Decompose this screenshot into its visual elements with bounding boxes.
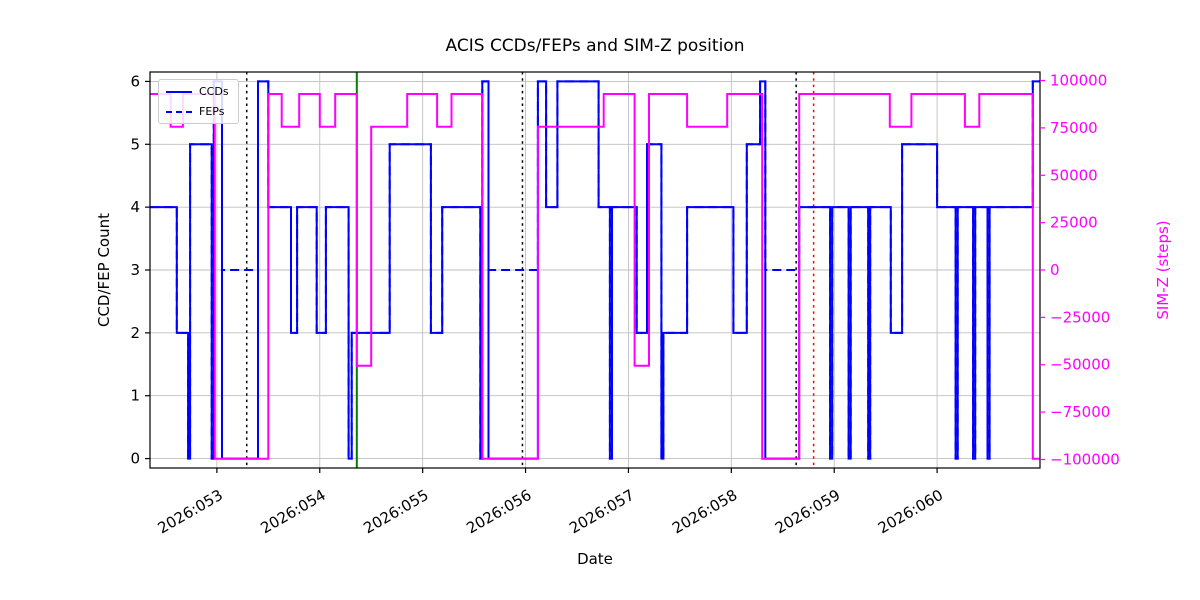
y-left-tick-label: 6 (130, 72, 140, 90)
y-axis-label-right: SIM-Z (steps) (1154, 220, 1172, 320)
y-right-tick-label: 0 (1050, 261, 1060, 279)
y-right-tick-label: −25000 (1050, 308, 1110, 326)
legend-entry-ccds: CCDs (166, 85, 229, 98)
y-right-tick-label: −75000 (1050, 403, 1110, 421)
x-tick-label: 2026:059 (772, 486, 843, 538)
y-right-tick-label: 75000 (1050, 119, 1098, 137)
x-tick-label: 2026:056 (463, 486, 534, 538)
legend-label-feps: FEPs (199, 105, 225, 118)
y-right-tick-label: −50000 (1050, 356, 1110, 374)
y-right-tick-label: 25000 (1050, 214, 1098, 232)
y-right-tick-label: 100000 (1050, 72, 1107, 90)
y-left-tick-label: 5 (130, 135, 140, 153)
y-left-tick-label: 3 (130, 261, 140, 279)
series-feps (150, 80, 1040, 460)
legend-entry-feps: FEPs (166, 105, 229, 118)
x-tick-label: 2026:060 (875, 486, 946, 538)
chart-title: ACIS CCDs/FEPs and SIM-Z position (445, 36, 745, 56)
x-tick-label: 2026:055 (360, 486, 431, 538)
y-left-tick-label: 2 (130, 324, 140, 342)
y-left-tick-label: 0 (130, 450, 140, 468)
x-tick-label: 2026:054 (258, 486, 329, 538)
x-tick-label: 2026:057 (566, 486, 637, 538)
y-left-tick-label: 4 (130, 198, 140, 216)
ccds-line-swatch (166, 90, 192, 93)
y-axis-label-left: CCD/FEP Count (95, 212, 113, 328)
x-axis-label: Date (577, 550, 613, 568)
x-tick-label: 2026:058 (669, 486, 740, 538)
series-sim-z (150, 93, 1040, 460)
y-right-tick-label: 50000 (1050, 166, 1098, 184)
legend-label-ccds: CCDs (199, 85, 229, 98)
legend: CCDs FEPs (158, 79, 239, 124)
y-right-tick-label: −100000 (1050, 450, 1120, 468)
x-tick-label: 2026:053 (155, 486, 226, 538)
feps-line-swatch (166, 110, 192, 113)
y-left-tick-label: 1 (130, 387, 140, 405)
